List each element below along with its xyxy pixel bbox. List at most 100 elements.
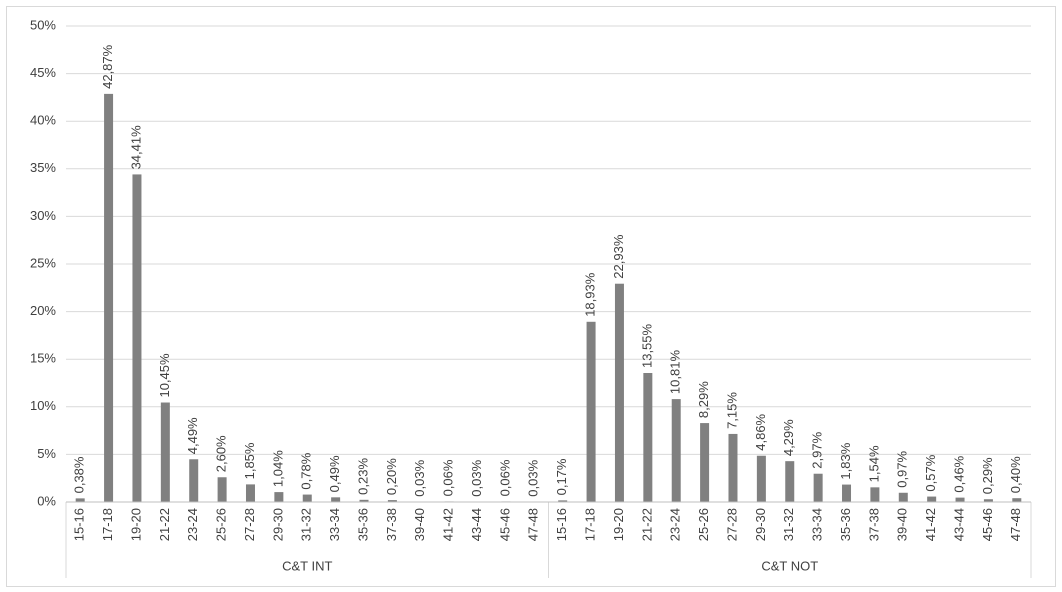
- x-tick-label: 35-36: [838, 508, 853, 541]
- bar: [1012, 498, 1022, 502]
- data-label: 1,04%: [270, 450, 285, 487]
- data-label: 2,97%: [810, 431, 825, 468]
- x-tick-label: 23-24: [668, 508, 683, 541]
- x-tick-label: 29-30: [753, 508, 768, 541]
- x-tick-label: 19-20: [611, 508, 626, 541]
- y-tick-label: 45%: [30, 65, 56, 80]
- y-tick-label: 15%: [30, 351, 56, 366]
- y-tick-label: 20%: [30, 303, 56, 318]
- data-label: 10,81%: [668, 350, 683, 395]
- x-tick-label: 19-20: [128, 508, 143, 541]
- x-tick-label: 33-34: [810, 508, 825, 541]
- x-tick-label: 21-22: [157, 508, 172, 541]
- x-tick-label: 37-38: [866, 508, 881, 541]
- y-tick-label: 40%: [30, 113, 56, 128]
- data-label: 4,86%: [753, 413, 768, 450]
- data-label: 1,54%: [866, 445, 881, 482]
- data-label: 4,49%: [185, 417, 200, 454]
- x-tick-label: 17-18: [100, 508, 115, 541]
- bar: [983, 499, 993, 502]
- data-label: 2,60%: [214, 435, 229, 472]
- x-tick-label: 37-38: [384, 508, 399, 541]
- bar: [274, 492, 284, 502]
- group-label: C&T NOT: [761, 558, 818, 573]
- y-tick-label: 25%: [30, 255, 56, 270]
- data-label: 10,45%: [157, 353, 172, 398]
- data-label: 0,06%: [441, 459, 456, 496]
- x-tick-label: 27-28: [724, 508, 739, 541]
- x-tick-label: 23-24: [185, 508, 200, 541]
- data-label: 0,03%: [526, 459, 541, 496]
- data-label: 34,41%: [128, 125, 143, 170]
- data-label: 0,17%: [554, 458, 569, 495]
- bar: [331, 497, 341, 502]
- data-label: 4,29%: [781, 419, 796, 456]
- data-label: 0,03%: [412, 459, 427, 496]
- bar: [189, 459, 199, 502]
- bar: [927, 496, 937, 502]
- x-tick-label: 25-26: [696, 508, 711, 541]
- bar: [728, 433, 738, 502]
- y-tick-label: 0%: [37, 493, 56, 508]
- x-tick-label: 43-44: [469, 508, 484, 541]
- bar: [700, 423, 710, 502]
- data-label: 0,57%: [923, 454, 938, 491]
- bar: [359, 499, 369, 502]
- group-label: C&T INT: [282, 558, 332, 573]
- x-tick-label: 15-16: [554, 508, 569, 541]
- x-tick-label: 29-30: [270, 508, 285, 541]
- x-tick-label: 41-42: [441, 508, 456, 541]
- y-tick-label: 35%: [30, 160, 56, 175]
- bar: [671, 399, 681, 502]
- bar: [75, 498, 85, 502]
- y-tick-label: 50%: [30, 17, 56, 32]
- x-tick-label: 45-46: [980, 508, 995, 541]
- bar: [217, 477, 227, 502]
- bar: [756, 455, 766, 502]
- bar: [813, 473, 823, 502]
- x-tick-label: 31-32: [299, 508, 314, 541]
- bar: [898, 492, 908, 502]
- x-tick-label: 31-32: [781, 508, 796, 541]
- data-label: 0,06%: [497, 459, 512, 496]
- data-label: 0,40%: [1008, 456, 1023, 493]
- data-label: 0,46%: [951, 455, 966, 492]
- bar: [785, 461, 795, 502]
- x-tick-label: 27-28: [242, 508, 257, 541]
- data-label: 1,83%: [838, 442, 853, 479]
- data-label: 18,93%: [583, 272, 598, 317]
- x-tick-label: 43-44: [951, 508, 966, 541]
- data-label: 1,85%: [242, 442, 257, 479]
- bar: [387, 500, 397, 502]
- data-label: 0,23%: [355, 458, 370, 495]
- x-tick-label: 47-48: [1008, 508, 1023, 541]
- x-tick-label: 45-46: [497, 508, 512, 541]
- data-label: 13,55%: [639, 323, 654, 368]
- bar: [132, 174, 142, 502]
- bar: [302, 494, 312, 502]
- x-tick-label: 39-40: [412, 508, 427, 541]
- x-tick-label: 47-48: [526, 508, 541, 541]
- bar: [842, 484, 852, 502]
- bar: [104, 93, 114, 503]
- data-label: 0,97%: [895, 450, 910, 487]
- data-label: 0,38%: [72, 456, 87, 493]
- bar: [245, 484, 255, 502]
- bar: [955, 497, 965, 502]
- bar: [870, 487, 880, 502]
- x-tick-label: 33-34: [327, 508, 342, 541]
- bar: [160, 402, 170, 502]
- chart-border: [6, 6, 1056, 587]
- data-label: 0,20%: [384, 458, 399, 495]
- x-tick-label: 17-18: [583, 508, 598, 541]
- y-tick-label: 30%: [30, 208, 56, 223]
- x-tick-label: 25-26: [214, 508, 229, 541]
- data-label: 8,29%: [696, 381, 711, 418]
- bar: [614, 283, 624, 502]
- bar: [586, 321, 596, 502]
- x-tick-label: 21-22: [639, 508, 654, 541]
- y-tick-label: 5%: [37, 446, 56, 461]
- x-tick-label: 41-42: [923, 508, 938, 541]
